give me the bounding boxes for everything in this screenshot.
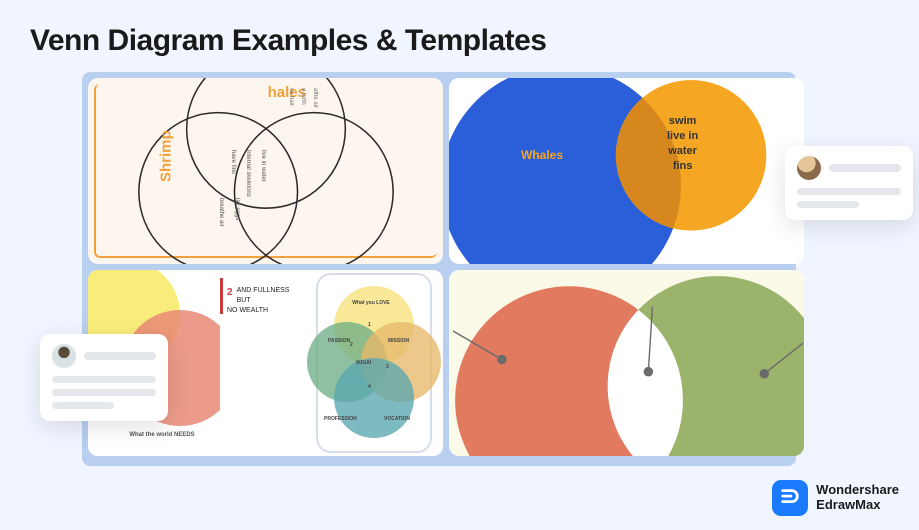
placeholder-line — [52, 376, 156, 383]
brand-line2: EdrawMax — [816, 498, 899, 513]
tile3-n2: 2 — [350, 342, 353, 348]
tile3-rule-l2: NO WEALTH — [227, 307, 268, 314]
tile1-center-1: internal skeletons — [243, 150, 251, 197]
tile2-right-line-3: fins — [673, 160, 693, 172]
tile3-mid-panel: What you LOVE PASSION MISSION IKIGAI PRO… — [306, 270, 443, 456]
tile3-n4: 4 — [368, 384, 371, 390]
tile1-subtop-2: athe air — [312, 88, 318, 108]
template-gallery: hales Shrimp ve hair e birth athe air ha… — [82, 72, 796, 466]
tile3-ikigai-center: IKIGAI — [356, 360, 371, 366]
template-tile-pastel[interactable] — [449, 270, 804, 456]
template-tile-whales[interactable]: Whales swim live in water fins — [449, 78, 804, 264]
brand-text: Wondershare EdrawMax — [816, 483, 899, 513]
tile1-lower-1: lay eggs — [232, 198, 240, 220]
tile1-center-0: have fins — [228, 150, 236, 174]
placeholder-line — [797, 201, 859, 208]
tile4-venn-svg — [449, 270, 804, 456]
tile3-ikigai-profession: PROFESSION — [324, 416, 357, 422]
tile1-left-label: Shrimp — [158, 130, 175, 182]
tile3-rule-index: 2 — [227, 286, 233, 300]
avatar — [797, 156, 821, 180]
tile3-label-needs: What the world NEEDS — [122, 432, 202, 438]
template-tile-3circle-outline[interactable]: hales Shrimp ve hair e birth athe air ha… — [88, 78, 443, 264]
avatar — [52, 344, 76, 368]
brand-block: Wondershare EdrawMax — [772, 480, 899, 516]
comment-card-right — [785, 146, 913, 220]
tile3-ikigai-top: What you LOVE — [346, 300, 396, 306]
edrawmax-logo-icon — [772, 480, 808, 516]
tile3-ikigai-passion: PASSION — [328, 338, 350, 344]
placeholder-line — [52, 402, 114, 409]
placeholder-line — [84, 352, 156, 360]
comment-card-left — [40, 334, 168, 421]
page-title: Venn Diagram Examples & Templates — [30, 24, 546, 58]
placeholder-line — [52, 389, 156, 396]
tile2-left-label: Whales — [521, 148, 563, 162]
tile3-rule-l1: BUT — [237, 297, 251, 304]
tile2-right-label: swim live in water fins — [667, 114, 698, 173]
tile3-n1: 1 — [368, 322, 371, 328]
tile2-right-line-1: live in — [667, 130, 698, 142]
placeholder-line — [829, 164, 901, 172]
tile3-ikigai-vocation: VOCATION — [384, 416, 410, 422]
tile3-rule-l0: AND FULLNESS — [237, 287, 290, 294]
brand-line1: Wondershare — [816, 483, 899, 498]
tile2-right-line-0: swim — [669, 115, 697, 127]
tile1-lower-0: breathe air — [216, 198, 224, 227]
tile1-center-2: live in water — [258, 150, 266, 182]
tile3-ikigai-mission: MISSION — [388, 338, 409, 344]
tile1-subtop-0: ve hair — [288, 88, 294, 106]
tile3-rule-block: 2 AND FULLNESS BUT NO WEALTH — [220, 278, 306, 314]
tile2-right-line-2: water — [668, 145, 697, 157]
tile3-n3: 3 — [386, 364, 389, 370]
placeholder-line — [797, 188, 901, 195]
tile1-subtop-1: e birth — [300, 88, 306, 105]
tile2-venn-svg — [449, 78, 804, 264]
